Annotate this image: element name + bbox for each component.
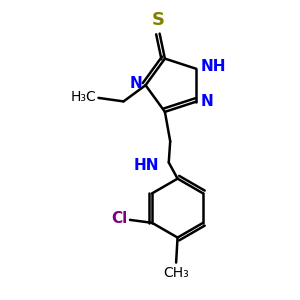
Text: CH₃: CH₃: [163, 266, 189, 280]
Text: H₃C: H₃C: [70, 90, 96, 104]
Text: N: N: [130, 76, 142, 91]
Text: HN: HN: [134, 158, 159, 173]
Text: Cl: Cl: [111, 211, 128, 226]
Text: NH: NH: [201, 59, 226, 74]
Text: N: N: [201, 94, 213, 109]
Text: S: S: [152, 11, 165, 29]
